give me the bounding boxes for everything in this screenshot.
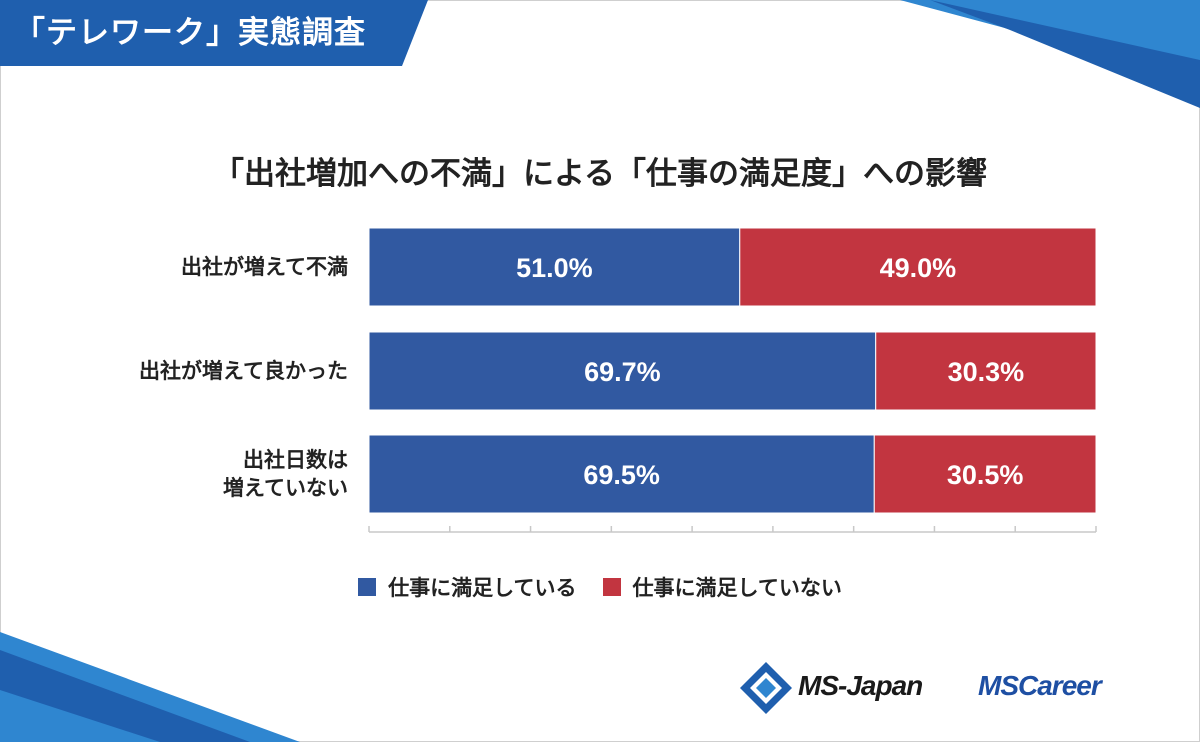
decor-stripe-bottom-left-light: [0, 632, 300, 742]
legend-label-not-satisfied: 仕事に満足していない: [632, 576, 842, 600]
bar-not-satisfied-2: [873, 434, 1097, 514]
logo-mscareer: MSCareer: [978, 670, 1102, 701]
bar-satisfied-2: [368, 434, 875, 514]
legend-label-satisfied: 仕事に満足している: [388, 576, 577, 600]
legend-swatch-not-satisfied: [602, 578, 621, 596]
decor-stripe-bottom-left-dark: [0, 650, 250, 742]
data-label-satisfied-1: 69.7%: [584, 357, 661, 387]
data-label-satisfied-0: 51.0%: [516, 253, 593, 283]
bar-satisfied-0: [368, 227, 741, 307]
header-title: 「テレワーク」実態調査: [14, 15, 366, 51]
data-label-not-satisfied-2: 30.5%: [947, 460, 1024, 490]
data-label-not-satisfied-0: 49.0%: [880, 253, 957, 283]
bar-not-satisfied-1: [875, 331, 1097, 411]
legend-swatch-satisfied: [358, 578, 377, 596]
header-badge-shape: [0, 0, 428, 66]
ms-japan-diamond-icon: [740, 662, 792, 714]
logo-ms-japan: MS-Japan: [798, 670, 923, 701]
decor-stripe-top-right-dark: [930, 0, 1200, 108]
bar-not-satisfied-0: [739, 227, 1097, 307]
category-label-0: 出社が増えて不満: [181, 255, 348, 279]
legend-item-satisfied: 仕事に満足している: [358, 572, 577, 602]
legend: 仕事に満足している 仕事に満足していない: [0, 572, 1200, 602]
data-label-not-satisfied-1: 30.3%: [948, 357, 1025, 387]
chart-title: 「出社増加への不満」による「仕事の満足度」への影響: [212, 156, 988, 192]
category-label-1: 出社が増えて良かった: [139, 359, 348, 383]
data-label-satisfied-2: 69.5%: [583, 460, 660, 490]
legend-item-not-satisfied: 仕事に満足していない: [602, 572, 842, 602]
category-label-2: 出社日数は 増えていない: [223, 448, 348, 500]
bar-satisfied-1: [368, 331, 877, 411]
